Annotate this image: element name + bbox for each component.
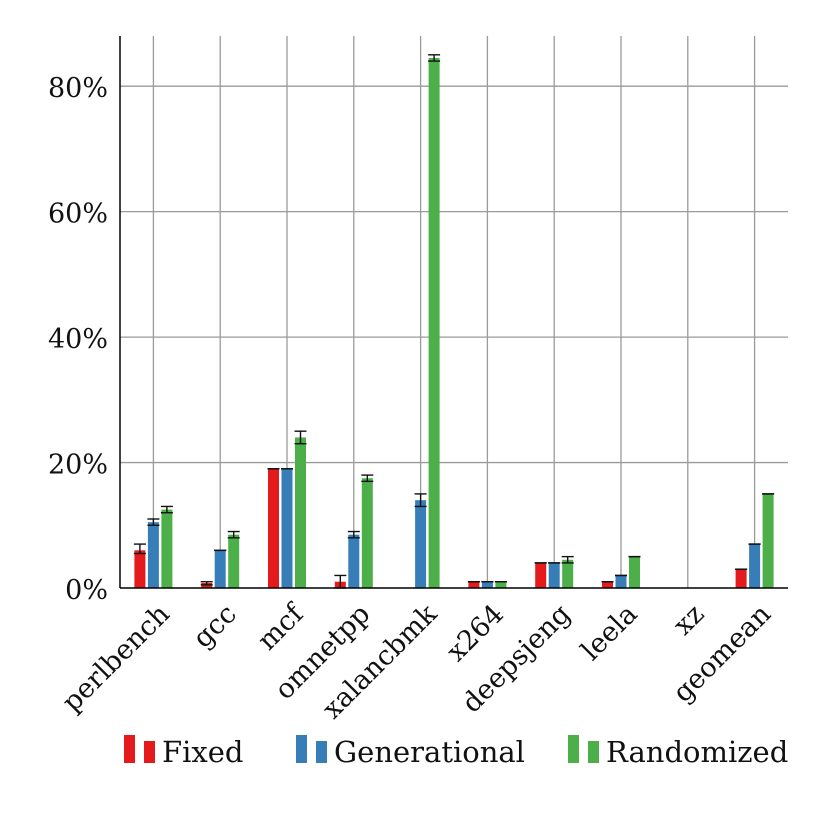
legend-item-generational: Generational	[296, 735, 525, 769]
bar-fixed-x264	[468, 581, 480, 588]
x-tick-label-leela: leela	[575, 599, 643, 667]
y-tick-label: 40%	[48, 324, 108, 355]
legend-item-fixed: Fixed	[124, 735, 243, 769]
bar-fixed-leela	[602, 581, 613, 588]
error-bar-randomized-deepsjeng	[561, 555, 574, 564]
bar-generational-xalancbmk	[415, 500, 427, 588]
legend-swatch	[296, 735, 307, 763]
x-tick-label-perlbench: perlbench	[56, 599, 175, 718]
bar-generational-perlbench	[147, 522, 159, 588]
legend-swatch	[144, 741, 155, 763]
bar-randomized-xalancbmk	[428, 57, 440, 589]
y-tick-labels: 0% 20% 40% 60% 80%	[48, 73, 108, 606]
y-tick-label: 80%	[48, 73, 108, 104]
bar-fixed-deepsjeng	[535, 562, 547, 588]
bar-randomized-omnetpp	[361, 478, 373, 588]
bar-randomized-gcc	[228, 534, 240, 588]
bar-fixed-mcf	[268, 468, 279, 588]
bar-randomized-geomean	[762, 493, 774, 588]
error-bar-generational-omnetpp	[347, 530, 360, 539]
legend-item-randomized: Randomized	[568, 735, 788, 769]
bar-generational-deepsjeng	[548, 562, 560, 588]
x-tick-label-xz: xz	[668, 599, 711, 642]
legend-label: Fixed	[162, 735, 243, 769]
legend-swatch	[568, 735, 579, 763]
bar-generational-leela	[615, 575, 627, 588]
bar-generational-gcc	[214, 550, 226, 588]
y-tick-label: 20%	[48, 450, 108, 481]
bar-generational-geomean	[749, 544, 761, 588]
error-bar-randomized-xalancbmk	[428, 54, 441, 62]
legend: Fixed Generational Randomized	[124, 735, 788, 769]
error-bar-randomized-gcc	[227, 530, 240, 539]
bar-randomized-deepsjeng	[562, 559, 574, 588]
legend-swatch	[316, 741, 327, 763]
bar-randomized-perlbench	[161, 509, 173, 588]
bar-fixed-perlbench	[134, 550, 146, 588]
error-bar-fixed-gcc	[200, 581, 213, 586]
bar-fixed-geomean	[735, 569, 747, 588]
error-bar-randomized-mcf	[294, 430, 307, 445]
error-bar-randomized-perlbench	[160, 505, 173, 514]
error-bars	[133, 54, 775, 589]
error-bar-fixed-perlbench	[133, 543, 146, 555]
legend-swatch	[124, 735, 135, 763]
axes	[119, 36, 788, 589]
legend-label: Randomized	[606, 735, 788, 769]
legend-swatch	[588, 741, 599, 763]
bar-randomized-x264	[495, 581, 507, 588]
bar-generational-omnetpp	[348, 534, 360, 588]
y-tick-label: 0%	[65, 575, 108, 606]
legend-label: Generational	[334, 735, 525, 769]
bar-generational-mcf	[281, 468, 293, 588]
error-bar-generational-perlbench	[147, 518, 160, 526]
error-bar-generational-xalancbmk	[414, 493, 427, 508]
x-tick-label-mcf: mcf	[252, 597, 311, 656]
bar-generational-x264	[481, 581, 493, 588]
grid	[120, 36, 788, 588]
bars	[134, 57, 774, 589]
bar-randomized-leela	[629, 556, 640, 588]
x-tick-label-gcc: gcc	[187, 599, 243, 655]
y-tick-label: 60%	[48, 199, 108, 230]
x-tick-labels: perlbench gcc mcfomnetppxalancbmkx264deeps…	[56, 597, 777, 725]
error-bar-randomized-omnetpp	[361, 474, 374, 483]
bar-randomized-mcf	[295, 437, 306, 588]
